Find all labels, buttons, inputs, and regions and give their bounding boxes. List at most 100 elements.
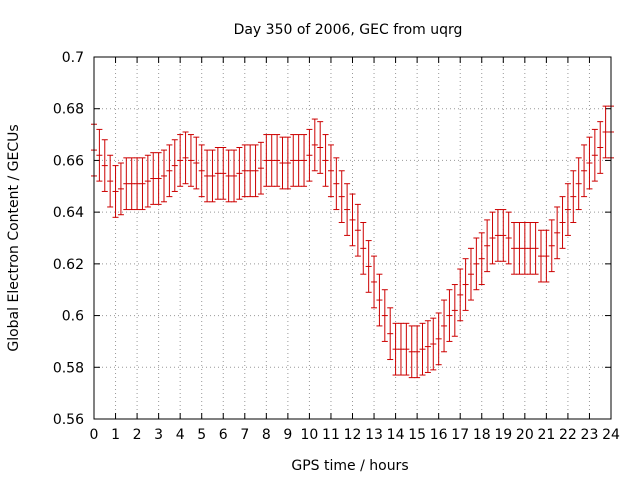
data-point xyxy=(602,105,609,159)
data-point xyxy=(414,325,421,379)
data-point xyxy=(564,183,571,236)
data-point xyxy=(96,128,103,182)
data-point xyxy=(333,157,340,211)
y-tick-label: 0.7 xyxy=(62,50,84,66)
data-point xyxy=(117,162,124,216)
y-tick-label: 0.56 xyxy=(53,412,84,428)
data-point xyxy=(484,219,491,273)
data-point xyxy=(171,139,178,192)
data-point xyxy=(290,134,297,187)
x-tick-label: 21 xyxy=(537,427,555,443)
x-tick-label: 24 xyxy=(602,427,620,443)
data-point xyxy=(430,317,437,371)
data-point xyxy=(462,258,469,311)
data-point xyxy=(344,183,351,236)
y-axis-ticks: 0.56 0.58 0.6 0.62 0.64 0.66 0.68 0.7 xyxy=(53,50,611,428)
data-point xyxy=(419,322,426,376)
data-point xyxy=(489,211,496,265)
x-tick-label: 15 xyxy=(408,427,426,443)
data-point xyxy=(473,237,480,291)
x-tick-label: 8 xyxy=(262,427,271,443)
data-point xyxy=(209,149,216,203)
data-point xyxy=(279,136,286,190)
data-point xyxy=(387,307,394,361)
y-tick-label: 0.66 xyxy=(53,153,84,169)
x-tick-label: 14 xyxy=(387,427,405,443)
y-axis-label: Global Electron Content / GECUs xyxy=(6,124,22,351)
data-point xyxy=(478,232,485,286)
data-series xyxy=(91,105,614,379)
x-tick-label: 22 xyxy=(559,427,577,443)
data-point xyxy=(451,284,458,337)
data-point xyxy=(527,221,534,275)
data-point xyxy=(338,170,345,223)
x-tick-label: 5 xyxy=(197,427,206,443)
data-point xyxy=(134,157,141,211)
data-point xyxy=(511,221,518,275)
data-point xyxy=(446,289,453,342)
x-tick-label: 0 xyxy=(90,427,99,443)
data-point xyxy=(139,157,146,211)
data-point xyxy=(284,136,291,190)
data-point xyxy=(457,268,464,322)
data-point xyxy=(241,144,248,198)
data-point xyxy=(317,121,324,174)
data-point xyxy=(441,299,448,353)
data-point xyxy=(123,157,130,211)
plot-frame xyxy=(93,56,612,420)
data-point xyxy=(301,134,308,187)
data-point xyxy=(403,322,410,376)
x-tick-label: 12 xyxy=(344,427,362,443)
y-tick-label: 0.62 xyxy=(53,257,84,273)
data-point xyxy=(252,144,259,198)
data-point xyxy=(435,312,442,366)
data-point xyxy=(500,209,507,262)
data-point xyxy=(214,147,221,200)
y-tick-label: 0.58 xyxy=(53,360,84,376)
data-point xyxy=(548,219,555,273)
data-point xyxy=(516,221,523,275)
x-axis-ticks: 0 1 2 3 4 5 6 7 8 9 10 11 12 13 14 15 16 17 18 19 20 21 22 23 24 xyxy=(90,57,620,443)
data-point xyxy=(257,141,264,195)
x-tick-label: 20 xyxy=(516,427,534,443)
data-point xyxy=(537,229,544,283)
x-tick-label: 18 xyxy=(473,427,491,443)
x-tick-label: 19 xyxy=(494,427,512,443)
data-point xyxy=(101,139,108,192)
data-point xyxy=(376,273,383,327)
data-point xyxy=(263,134,270,187)
x-tick-label: 17 xyxy=(451,427,469,443)
y-tick-label: 0.64 xyxy=(53,205,84,221)
data-point xyxy=(591,128,598,182)
data-point xyxy=(554,206,561,260)
data-point xyxy=(220,147,227,200)
data-point xyxy=(247,144,254,198)
data-point xyxy=(274,134,281,187)
x-tick-label: 7 xyxy=(240,427,249,443)
x-tick-label: 2 xyxy=(133,427,142,443)
data-point xyxy=(187,134,194,187)
data-point xyxy=(295,134,302,187)
x-tick-label: 4 xyxy=(176,427,185,443)
data-point xyxy=(494,209,501,262)
x-tick-label: 13 xyxy=(365,427,383,443)
data-point xyxy=(397,322,404,376)
data-point xyxy=(150,152,157,205)
data-point xyxy=(532,221,539,275)
data-point xyxy=(543,229,550,283)
data-point xyxy=(193,136,200,190)
x-tick-label: 10 xyxy=(301,427,319,443)
data-point xyxy=(570,170,577,223)
data-point xyxy=(505,211,512,265)
data-point xyxy=(225,149,232,203)
data-point xyxy=(161,149,168,203)
data-point xyxy=(182,131,189,185)
data-point xyxy=(354,203,361,257)
data-point xyxy=(581,144,588,198)
data-point xyxy=(371,255,378,309)
x-tick-label: 6 xyxy=(219,427,228,443)
data-point xyxy=(107,154,114,208)
data-point xyxy=(408,325,415,379)
x-tick-label: 9 xyxy=(283,427,292,443)
